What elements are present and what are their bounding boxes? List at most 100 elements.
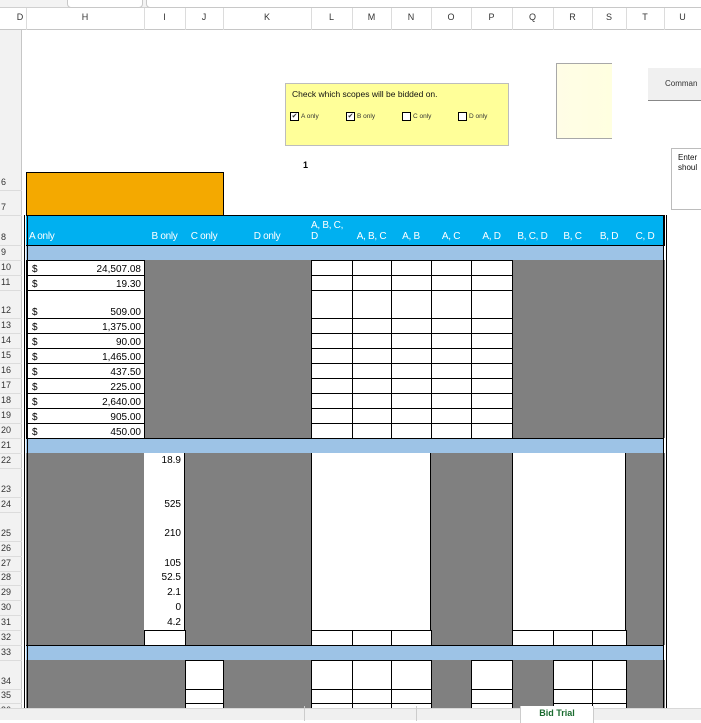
row-header-33[interactable]: 33 — [1, 647, 12, 657]
checkbox-unchecked-icon[interactable] — [402, 112, 411, 121]
row-header-18[interactable]: 18 — [1, 395, 12, 405]
column-header-o[interactable]: O — [447, 12, 455, 22]
column-header-h[interactable]: H — [81, 12, 89, 22]
total-input-cell[interactable] — [391, 630, 432, 646]
table-header-0[interactable]: A only — [26, 215, 145, 246]
formula-bar[interactable] — [0, 0, 701, 8]
bid-input-cell[interactable] — [311, 290, 353, 319]
scope-checkbox-c-only[interactable]: C only — [402, 112, 431, 121]
row-header-21[interactable]: 21 — [1, 440, 12, 450]
bid-input-cell[interactable] — [391, 363, 432, 379]
column-divider[interactable] — [471, 8, 472, 30]
table-header-4[interactable]: A, B, C, D — [311, 215, 353, 246]
row-divider[interactable] — [0, 190, 22, 191]
row-header-26[interactable]: 26 — [1, 543, 12, 553]
column-divider[interactable] — [311, 8, 312, 30]
bid-input-cell[interactable] — [352, 318, 392, 334]
row-divider[interactable] — [0, 275, 22, 276]
row-header-29[interactable]: 29 — [1, 587, 12, 597]
column-header-i[interactable]: I — [163, 12, 166, 22]
row-header-25[interactable]: 25 — [1, 528, 12, 538]
row-header-34[interactable]: 34 — [1, 676, 12, 686]
row-header-12[interactable]: 12 — [1, 305, 12, 315]
b-only-value[interactable]: 105 — [164, 558, 181, 569]
column-header-t[interactable]: T — [642, 12, 648, 22]
bid-input-cell[interactable] — [391, 333, 432, 349]
row-divider[interactable] — [0, 571, 22, 572]
instruction-text-box[interactable]: Enter shoul — [671, 148, 701, 210]
row-divider[interactable] — [0, 645, 22, 646]
column-divider[interactable] — [352, 8, 353, 30]
input-block[interactable] — [512, 453, 626, 630]
total-input-cell[interactable] — [311, 630, 353, 646]
b-only-value[interactable]: 2.1 — [167, 587, 181, 598]
row-header-9[interactable]: 9 — [1, 247, 7, 257]
bid-input-cell[interactable] — [431, 408, 472, 424]
sheet-tab-bid-trial[interactable]: Bid Trial — [520, 706, 594, 723]
a-only-amount-cell[interactable]: $437.50 — [26, 363, 145, 379]
row-header-17[interactable]: 17 — [1, 380, 12, 390]
column-divider[interactable] — [185, 8, 186, 30]
total-input-cell[interactable] — [144, 630, 186, 646]
column-divider[interactable] — [553, 8, 554, 30]
table-header-10[interactable]: B, C — [553, 215, 593, 246]
table-header-6[interactable]: A, B — [391, 215, 432, 246]
bid-input-cell[interactable] — [391, 275, 432, 291]
bid-input-cell[interactable] — [311, 260, 353, 276]
bid-input-cell[interactable] — [311, 275, 353, 291]
row-divider[interactable] — [0, 703, 22, 704]
bid-input-cell[interactable] — [352, 260, 392, 276]
row-divider[interactable] — [0, 600, 22, 601]
a-only-amount-cell[interactable]: $450.00 — [26, 423, 145, 439]
row-divider[interactable] — [0, 363, 22, 364]
bid-input-cell[interactable] — [352, 660, 392, 690]
a-only-amount-cell[interactable]: $1,465.00 — [26, 348, 145, 364]
bid-input-cell[interactable] — [471, 275, 513, 291]
bid-input-cell[interactable] — [431, 378, 472, 394]
bid-input-cell[interactable] — [352, 363, 392, 379]
table-header-12[interactable]: C, D — [626, 215, 665, 246]
bid-input-cell[interactable] — [391, 393, 432, 409]
row-header-31[interactable]: 31 — [1, 617, 12, 627]
bid-input-cell[interactable] — [311, 378, 353, 394]
column-header-s[interactable]: S — [605, 12, 612, 22]
row-divider[interactable] — [0, 541, 22, 542]
bid-input-cell[interactable] — [553, 689, 593, 704]
row-header-23[interactable]: 23 — [1, 484, 12, 494]
row-header-13[interactable]: 13 — [1, 320, 12, 330]
a-only-amount-cell[interactable]: $19.30 — [26, 275, 145, 291]
row-header-30[interactable]: 30 — [1, 602, 12, 612]
column-header-l[interactable]: L — [328, 12, 334, 22]
table-header-2[interactable]: C only — [185, 215, 224, 246]
bid-input-cell[interactable] — [352, 408, 392, 424]
bid-input-cell[interactable] — [431, 348, 472, 364]
total-input-cell[interactable] — [553, 630, 593, 646]
total-input-cell[interactable] — [352, 630, 392, 646]
function-box[interactable] — [67, 0, 143, 8]
row-header-28[interactable]: 28 — [1, 572, 12, 582]
column-header-n[interactable]: N — [407, 12, 415, 22]
column-divider[interactable] — [144, 8, 145, 30]
row-divider[interactable] — [0, 260, 22, 261]
bid-input-cell[interactable] — [431, 275, 472, 291]
bid-input-cell[interactable] — [431, 260, 472, 276]
column-divider[interactable] — [391, 8, 392, 30]
row-header-8[interactable]: 8 — [1, 232, 7, 242]
row-divider[interactable] — [0, 468, 22, 469]
column-header-u[interactable]: U — [679, 12, 686, 22]
row-divider[interactable] — [0, 689, 22, 690]
row-divider[interactable] — [0, 245, 22, 246]
row-divider[interactable] — [0, 630, 22, 631]
bid-input-cell[interactable] — [185, 689, 224, 704]
b-only-value[interactable] — [144, 484, 185, 496]
row-divider[interactable] — [0, 497, 22, 498]
row-divider[interactable] — [0, 512, 22, 513]
scope-checkbox-b-only[interactable]: ✔ B only — [346, 112, 375, 121]
horizontal-scroll-area[interactable] — [0, 706, 305, 721]
row-header-10[interactable]: 10 — [1, 262, 12, 272]
checkbox-checked-icon[interactable]: ✔ — [346, 112, 355, 121]
bid-input-cell[interactable] — [471, 363, 513, 379]
bid-input-cell[interactable] — [311, 660, 353, 690]
row-header-20[interactable]: 20 — [1, 425, 12, 435]
scope-checkbox-d-only[interactable]: D only — [458, 112, 487, 121]
